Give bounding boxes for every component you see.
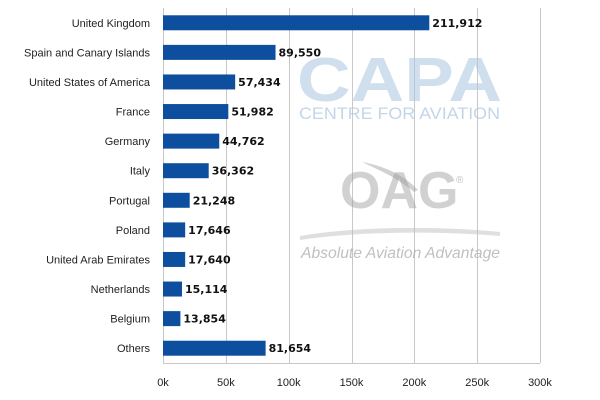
value-label: 81,654 xyxy=(269,342,312,355)
bar xyxy=(163,311,181,327)
watermark: CAPA CENTRE FOR AVIATION OAG ® Absolute … xyxy=(297,46,502,262)
x-tick-label: 150k xyxy=(340,377,364,389)
bar xyxy=(163,163,209,179)
x-tick-label: 300k xyxy=(528,377,552,389)
bar xyxy=(163,192,190,208)
bar xyxy=(163,15,430,31)
category-label: Spain and Canary Islands xyxy=(24,47,150,59)
value-labels: 211,912 89,550 57,434 51,982 44,762 36,362 21,… xyxy=(183,17,482,355)
bar xyxy=(163,133,220,149)
registered-mark: ® xyxy=(456,175,464,186)
value-label: 13,854 xyxy=(183,313,226,326)
bars xyxy=(163,15,430,356)
category-label: Germany xyxy=(105,136,151,148)
category-label: France xyxy=(116,107,150,119)
value-label: 211,912 xyxy=(432,17,482,30)
x-tick-label: 200k xyxy=(402,377,426,389)
value-label: 36,362 xyxy=(212,165,254,178)
bar xyxy=(163,74,236,90)
bar xyxy=(163,222,186,238)
value-label: 57,434 xyxy=(238,76,281,89)
bar xyxy=(163,251,186,267)
category-label: Others xyxy=(117,343,151,355)
oag-underline-swoosh-icon xyxy=(300,227,500,240)
bar xyxy=(163,340,266,356)
category-label: United Arab Emirates xyxy=(46,254,150,266)
watermark-capa-logo: CAPA xyxy=(297,46,502,115)
bar xyxy=(163,44,276,60)
category-label: United States of America xyxy=(29,77,151,89)
bar xyxy=(163,281,182,297)
x-tick-label: 250k xyxy=(465,377,489,389)
watermark-tagline: Absolute Aviation Advantage xyxy=(300,245,500,262)
value-label: 44,762 xyxy=(222,135,264,148)
category-label: Netherlands xyxy=(91,284,151,296)
oag-swoosh-icon xyxy=(362,162,418,192)
category-label: Portugal xyxy=(109,195,150,207)
x-axis-ticks: 0k 50k 100k 150k 200k 250k 300k xyxy=(157,377,552,389)
value-label: 17,640 xyxy=(188,253,231,266)
category-label: Poland xyxy=(116,225,150,237)
watermark-centre-text: CENTRE FOR AVIATION xyxy=(299,104,500,123)
watermark-oag-logo: OAG xyxy=(340,162,458,220)
value-label: 89,550 xyxy=(279,46,322,59)
value-label: 51,982 xyxy=(231,106,273,119)
value-label: 21,248 xyxy=(193,194,235,207)
value-label: 17,646 xyxy=(188,224,231,237)
category-label: Belgium xyxy=(110,314,150,326)
x-tick-label: 50k xyxy=(217,377,235,389)
category-labels: United Kingdom Spain and Canary Islands Un… xyxy=(24,18,151,355)
x-tick-label: 0k xyxy=(157,377,169,389)
category-label: Italy xyxy=(130,166,151,178)
category-label: United Kingdom xyxy=(72,18,150,30)
gridlines xyxy=(163,8,541,364)
bar xyxy=(163,104,229,120)
value-label: 15,114 xyxy=(185,283,228,296)
x-tick-label: 100k xyxy=(277,377,301,389)
